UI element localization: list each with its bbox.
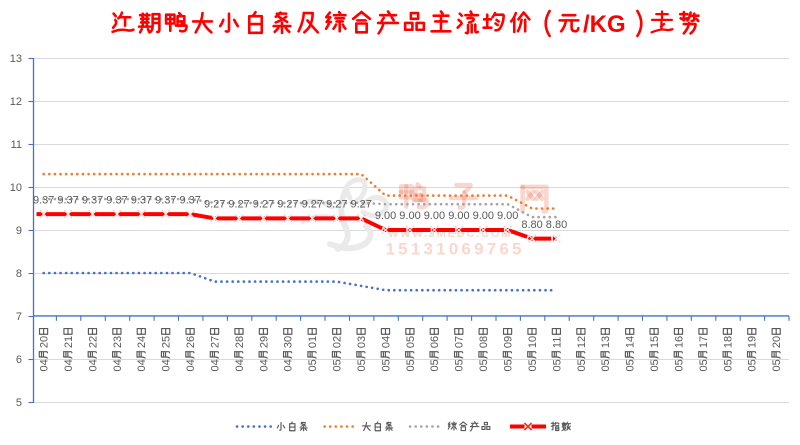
svg-text:11: 11: [551, 337, 563, 348]
svg-text:05: 05: [405, 359, 417, 371]
svg-text:04: 04: [210, 359, 222, 371]
svg-text:05: 05: [576, 359, 588, 371]
svg-text:10: 10: [10, 182, 22, 194]
svg-text:9.37: 9.37: [57, 194, 78, 206]
svg-text:05: 05: [356, 359, 368, 371]
svg-text:9.37: 9.37: [131, 194, 152, 206]
svg-text:18: 18: [722, 336, 734, 348]
svg-text:04: 04: [112, 359, 124, 371]
svg-text:22: 22: [87, 336, 99, 348]
svg-text:12: 12: [576, 336, 588, 348]
svg-text:6: 6: [16, 354, 22, 366]
svg-text:04: 04: [234, 359, 246, 371]
svg-text:28: 28: [234, 336, 246, 348]
svg-text:05: 05: [527, 359, 539, 371]
svg-text:04: 04: [161, 359, 173, 371]
svg-text:12: 12: [10, 96, 22, 108]
svg-text:9.00: 9.00: [473, 210, 494, 222]
svg-text:9.27: 9.27: [253, 199, 274, 211]
svg-text:05: 05: [625, 359, 637, 371]
svg-text:02: 02: [332, 336, 344, 348]
svg-text:9.37: 9.37: [33, 194, 54, 206]
svg-text:08: 08: [478, 336, 490, 348]
svg-text:9.37: 9.37: [155, 194, 176, 206]
svg-text:05: 05: [454, 359, 466, 371]
svg-text:19: 19: [747, 336, 759, 348]
svg-text:9.37: 9.37: [82, 194, 103, 206]
svg-text:29: 29: [258, 336, 270, 348]
svg-text:04: 04: [258, 359, 270, 371]
svg-text:04: 04: [283, 359, 295, 371]
svg-text:8.80: 8.80: [521, 219, 542, 231]
svg-text:05: 05: [722, 359, 734, 371]
svg-text:05: 05: [771, 359, 783, 371]
svg-text:03: 03: [356, 336, 368, 348]
svg-text:05: 05: [380, 359, 392, 371]
svg-text:9.27: 9.27: [326, 199, 347, 211]
svg-text:10: 10: [527, 336, 539, 348]
svg-text:05: 05: [405, 336, 417, 348]
svg-text:04: 04: [185, 359, 197, 371]
svg-text:05: 05: [649, 359, 661, 371]
svg-text:04: 04: [63, 359, 75, 371]
svg-text:8: 8: [16, 268, 22, 280]
svg-text:9.27: 9.27: [350, 199, 371, 211]
svg-text:05: 05: [673, 359, 685, 371]
svg-text:9.27: 9.27: [204, 199, 225, 211]
svg-text:9.27: 9.27: [277, 199, 298, 211]
svg-text:9.00: 9.00: [424, 210, 445, 222]
svg-text:04: 04: [136, 359, 148, 371]
svg-text:27: 27: [210, 336, 222, 348]
svg-text:16: 16: [673, 336, 685, 348]
svg-text:15: 15: [649, 336, 661, 348]
svg-text:04: 04: [39, 359, 51, 371]
svg-text:13: 13: [600, 336, 612, 348]
svg-text:14: 14: [625, 336, 637, 348]
svg-text:05: 05: [332, 359, 344, 371]
svg-text:04: 04: [87, 359, 99, 371]
svg-text:21: 21: [63, 336, 75, 348]
svg-text:5: 5: [16, 397, 22, 409]
svg-text:9.00: 9.00: [448, 210, 469, 222]
svg-text:9.37: 9.37: [179, 194, 200, 206]
svg-text:26: 26: [185, 336, 197, 348]
svg-text:11: 11: [11, 139, 22, 151]
svg-text:30: 30: [283, 336, 295, 348]
svg-text:05: 05: [698, 359, 710, 371]
svg-text:24: 24: [136, 336, 148, 348]
svg-text:9.00: 9.00: [497, 210, 518, 222]
svg-text:25: 25: [161, 336, 173, 348]
svg-text:05: 05: [600, 359, 612, 371]
svg-text:9.27: 9.27: [302, 199, 323, 211]
svg-text:13: 13: [10, 53, 22, 65]
svg-text:01: 01: [307, 336, 319, 348]
svg-text:9.00: 9.00: [399, 210, 420, 222]
svg-text:8.80: 8.80: [546, 219, 567, 231]
svg-text:05: 05: [429, 359, 441, 371]
svg-text:15131069765: 15131069765: [386, 240, 525, 259]
svg-text:05: 05: [478, 359, 490, 371]
svg-text:/KG: /KG: [583, 11, 626, 38]
svg-text:04: 04: [380, 336, 392, 348]
svg-text:9: 9: [16, 225, 22, 237]
svg-text:05: 05: [747, 359, 759, 371]
svg-text:06: 06: [429, 336, 441, 348]
svg-text:9.00: 9.00: [375, 210, 396, 222]
svg-text:09: 09: [503, 336, 515, 348]
svg-text:05: 05: [307, 359, 319, 371]
svg-text:7: 7: [16, 311, 22, 323]
svg-text:9.37: 9.37: [106, 194, 127, 206]
svg-text:23: 23: [112, 336, 124, 348]
svg-text:20: 20: [771, 336, 783, 348]
svg-text:07: 07: [454, 336, 466, 348]
svg-text:05: 05: [503, 359, 515, 371]
svg-text:9.27: 9.27: [228, 199, 249, 211]
svg-text:05: 05: [551, 359, 563, 371]
svg-text:20: 20: [39, 336, 51, 348]
svg-text:17: 17: [698, 336, 710, 348]
